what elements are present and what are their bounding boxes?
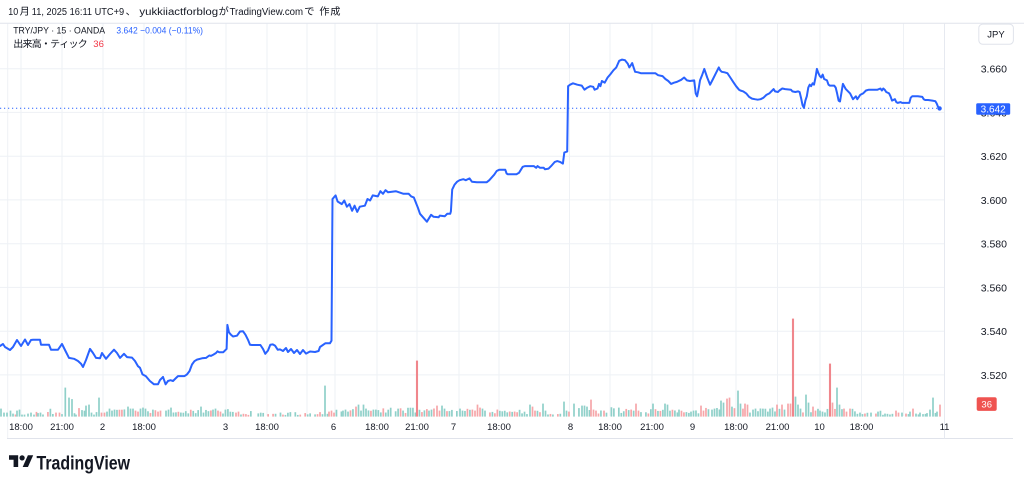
svg-text:21:00: 21:00	[766, 422, 790, 433]
svg-text:36: 36	[93, 39, 104, 50]
svg-text:3.560: 3.560	[981, 282, 1007, 294]
svg-text:TradingView.com: TradingView.com	[230, 7, 304, 18]
svg-text:18:00: 18:00	[365, 422, 389, 433]
svg-text:3: 3	[223, 422, 228, 433]
svg-text:9: 9	[690, 422, 695, 433]
svg-text:10: 10	[814, 422, 825, 433]
svg-text:21:00: 21:00	[50, 422, 74, 433]
svg-text:TradingView: TradingView	[37, 454, 131, 475]
svg-text:3.580: 3.580	[981, 239, 1007, 251]
svg-text:11, 2025 16:11 UTC+9: 11, 2025 16:11 UTC+9	[32, 7, 125, 18]
svg-text:2: 2	[100, 422, 105, 433]
svg-text:3.660: 3.660	[981, 64, 1007, 76]
svg-text:18:00: 18:00	[9, 422, 33, 433]
svg-text:18:00: 18:00	[850, 422, 874, 433]
svg-text:3.620: 3.620	[981, 151, 1007, 163]
svg-text:21:00: 21:00	[640, 422, 664, 433]
svg-text:18:00: 18:00	[724, 422, 748, 433]
svg-text:6: 6	[331, 422, 336, 433]
svg-text:3.642 −0.004 (−0.11%): 3.642 −0.004 (−0.11%)	[116, 26, 203, 36]
svg-text:18:00: 18:00	[132, 422, 156, 433]
svg-text:10: 10	[8, 7, 18, 18]
svg-text:7: 7	[451, 422, 456, 433]
svg-text:18:00: 18:00	[255, 422, 279, 433]
svg-text:18:00: 18:00	[598, 422, 622, 433]
svg-text:8: 8	[568, 422, 573, 433]
svg-text:3.520: 3.520	[981, 370, 1007, 382]
svg-text:3.642: 3.642	[981, 105, 1006, 116]
svg-text:11: 11	[940, 422, 950, 433]
svg-text:yukkiiactforblog: yukkiiactforblog	[139, 7, 218, 18]
svg-text:36: 36	[981, 400, 992, 411]
svg-text:3.540: 3.540	[981, 326, 1007, 338]
svg-text:21:00: 21:00	[405, 422, 429, 433]
svg-text:3.600: 3.600	[981, 195, 1007, 207]
svg-text:18:00: 18:00	[487, 422, 511, 433]
svg-text:TRY/JPY · 15 · OANDA: TRY/JPY · 15 · OANDA	[13, 26, 106, 36]
svg-text:JPY: JPY	[987, 30, 1005, 41]
